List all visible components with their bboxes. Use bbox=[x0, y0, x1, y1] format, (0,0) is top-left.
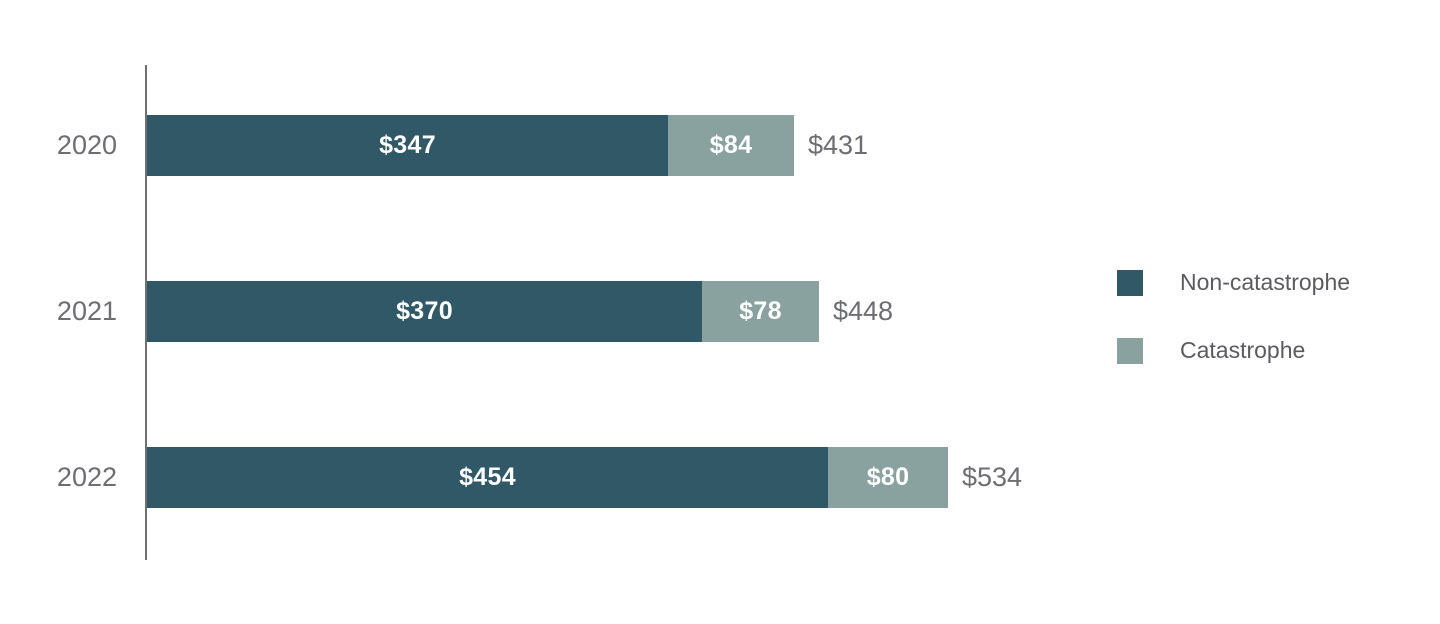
total-value-label: $448 bbox=[833, 296, 894, 326]
bar-row: 2021 $370 $78 $448 bbox=[0, 281, 893, 342]
segment-value-label: $347 bbox=[379, 131, 436, 159]
year-label: 2022 bbox=[56, 462, 117, 492]
catastrophe-segment: $80 bbox=[828, 447, 948, 508]
catastrophe-segment: $78 bbox=[702, 281, 819, 342]
legend: Non-catastrophe Catastrophe bbox=[1117, 269, 1350, 364]
segment-value-label: $454 bbox=[459, 463, 516, 491]
total-value-label: $431 bbox=[808, 130, 869, 160]
catastrophe-segment: $84 bbox=[668, 115, 794, 176]
non-catastrophe-swatch-icon bbox=[1117, 269, 1143, 296]
year-label: 2020 bbox=[56, 130, 117, 160]
year-label: 2021 bbox=[56, 296, 117, 326]
segment-value-label: $78 bbox=[739, 297, 782, 325]
legend-label: Non-catastrophe bbox=[1180, 269, 1351, 295]
segment-value-label: $80 bbox=[866, 463, 910, 491]
legend-label: Catastrophe bbox=[1180, 337, 1306, 363]
catastrophe-swatch-icon bbox=[1117, 337, 1143, 364]
legend-item-catastrophe: Catastrophe bbox=[1117, 337, 1350, 364]
segment-value-label: $84 bbox=[709, 131, 753, 159]
total-value-label: $534 bbox=[962, 462, 1023, 492]
legend-item-non-catastrophe: Non-catastrophe bbox=[1117, 269, 1350, 296]
bar-row: 2022 $454 $80 $534 bbox=[0, 447, 1022, 508]
bar-row: 2020 $347 $84 $431 bbox=[0, 115, 868, 176]
non-catastrophe-segment: $454 bbox=[147, 447, 828, 508]
non-catastrophe-segment: $370 bbox=[147, 281, 702, 342]
segment-value-label: $370 bbox=[396, 297, 453, 325]
non-catastrophe-segment: $347 bbox=[147, 115, 668, 176]
y-axis-line bbox=[145, 65, 147, 560]
